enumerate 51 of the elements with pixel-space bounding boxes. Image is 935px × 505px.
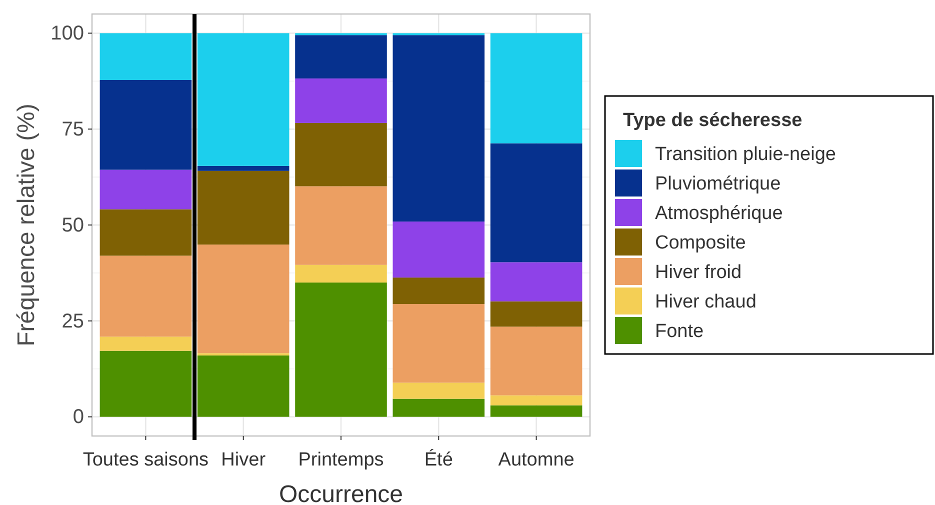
bar [392, 398, 485, 417]
bar [100, 33, 192, 80]
bar [100, 80, 192, 170]
legend-label: Pluviométrique [655, 174, 781, 194]
x-tick-label: Printemps [298, 449, 384, 470]
legend-label: Hiver froid [655, 262, 742, 283]
x-axis-title: Occurrence [278, 481, 404, 505]
bar [392, 278, 485, 304]
bar [197, 244, 290, 354]
bar [100, 170, 192, 210]
bar [295, 186, 387, 265]
bar [100, 256, 192, 337]
x-tick-label: Été [424, 448, 453, 470]
bar [490, 301, 582, 327]
y-axis-title: Fréquence relative (%) [13, 104, 40, 346]
bar [295, 78, 387, 123]
legend-title: Type de sécheresse [623, 110, 802, 131]
legend-label: Fonte [655, 321, 704, 342]
y-tick-label: 25 [62, 310, 84, 332]
bar [100, 350, 192, 417]
bar [197, 33, 290, 166]
bar [490, 143, 582, 262]
legend-label: Hiver chaud [655, 292, 756, 312]
x-tick-label: Hiver [221, 449, 266, 470]
x-tick-label: Automne [498, 449, 574, 470]
legend-label: Composite [655, 232, 746, 254]
y-tick-label: 75 [62, 118, 84, 140]
legend-label: Atmosphérique [655, 203, 783, 224]
legend-label: Transition pluie-neige [655, 144, 836, 165]
bar [100, 336, 192, 351]
y-tick-label: 0 [72, 406, 84, 428]
bar [392, 222, 485, 278]
bar [295, 282, 387, 417]
bar [197, 166, 290, 171]
y-tick-label: 100 [50, 22, 84, 45]
y-tick-label: 50 [62, 214, 84, 236]
bar [295, 264, 387, 283]
bar [490, 326, 582, 396]
bar [295, 122, 387, 186]
bar [490, 33, 582, 144]
bar [100, 209, 192, 256]
bar [295, 35, 387, 78]
bar [392, 35, 485, 222]
x-tick-label: Toutes saisons [82, 449, 209, 470]
bar [490, 395, 582, 406]
bar [392, 382, 485, 399]
bar [490, 262, 582, 302]
bar [392, 304, 485, 383]
bar [197, 355, 290, 417]
bar [197, 170, 290, 245]
bar [490, 405, 582, 417]
